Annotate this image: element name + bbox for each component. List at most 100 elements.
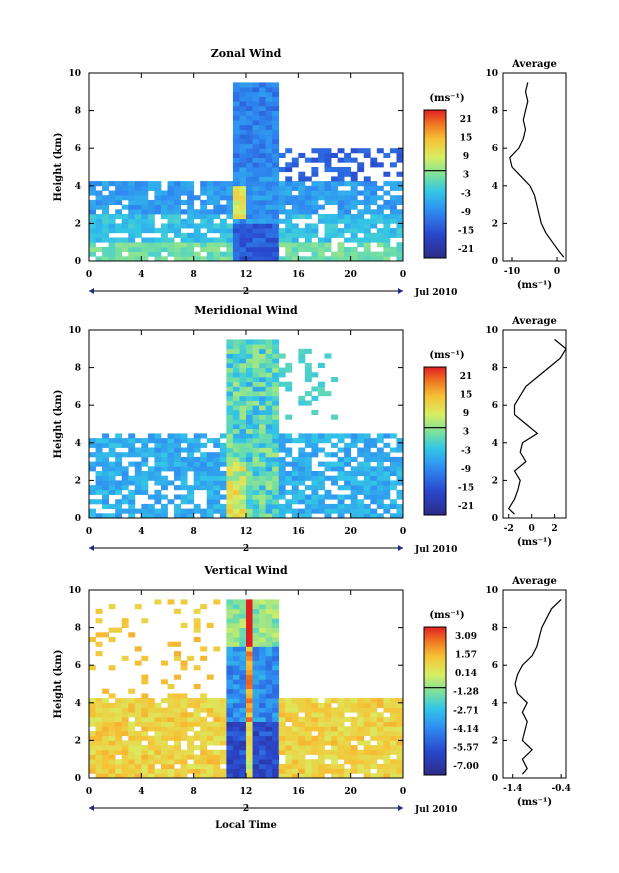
y-tick-label: 10	[68, 69, 81, 79]
colorbar-tick-label: 3	[463, 428, 469, 438]
colorbar-tick-label: -21	[458, 502, 474, 512]
colorbar	[423, 109, 447, 259]
average-frame	[502, 72, 567, 262]
y-tick-label: 2	[75, 476, 81, 486]
y-tick-label: 2	[75, 219, 81, 229]
x-tick-label: 16	[292, 527, 305, 537]
x-tick-label: 0	[86, 527, 92, 537]
date-day-label: 2	[243, 804, 249, 814]
colorbar-tick-label: 21	[460, 372, 473, 382]
average-x-tick-label: -0.4	[551, 784, 570, 794]
date-axis-start-marker	[89, 288, 94, 294]
x-tick-label: 20	[344, 787, 357, 797]
average-x-tick-label: -1.4	[503, 784, 522, 794]
x-tick-label: 4	[138, 270, 144, 280]
chart-title: Vertical Wind	[203, 564, 288, 577]
x-tick-label: 20	[344, 527, 357, 537]
colorbar-tick-label: 9	[463, 152, 469, 162]
colorbar-tick-label: -21	[458, 245, 474, 255]
colorbar	[423, 626, 447, 776]
average-y-tick-label: 4	[492, 182, 498, 192]
x-tick-label: 16	[292, 270, 305, 280]
date-axis-start-marker	[89, 805, 94, 811]
y-tick-label: 6	[75, 661, 81, 671]
colorbar-tick-label: 15	[460, 134, 473, 144]
average-title: Average	[511, 59, 557, 70]
y-tick-label: 8	[75, 107, 81, 117]
average-x-label: (ms⁻¹)	[517, 797, 552, 808]
date-axis-end-marker	[398, 288, 403, 294]
average-x-tick-label: 0	[529, 524, 535, 534]
x-tick-label: 12	[240, 270, 253, 280]
x-tick-label: 12	[240, 527, 253, 537]
colorbar-tick-label: -3	[461, 446, 471, 456]
y-tick-label: 4	[75, 182, 81, 192]
colorbar-tick-label: -15	[458, 483, 474, 493]
y-tick-label: 8	[75, 624, 81, 634]
average-x-label: (ms⁻¹)	[517, 537, 552, 548]
y-tick-label: 2	[75, 736, 81, 746]
average-y-tick-label: 2	[492, 736, 498, 746]
colorbar-tick-label: -3	[461, 189, 471, 199]
colorbar-tick-label: 21	[460, 115, 473, 125]
date-axis-end-marker	[398, 805, 403, 811]
average-y-tick-label: 0	[492, 514, 498, 524]
average-y-tick-label: 8	[492, 107, 498, 117]
colorbar-tick-label: -15	[458, 226, 474, 236]
colorbar-tick-label: -2.71	[453, 706, 479, 716]
chart-title: Meridional Wind	[194, 304, 298, 317]
y-tick-label: 10	[68, 326, 81, 336]
average-y-tick-label: 2	[492, 219, 498, 229]
colorbar-tick-label: 15	[460, 391, 473, 401]
average-y-tick-label: 10	[485, 586, 498, 596]
x-tick-label: 16	[292, 787, 305, 797]
colorbar-tick-label: -7.00	[453, 762, 479, 772]
average-y-tick-label: 10	[485, 326, 498, 336]
y-tick-label: 10	[68, 586, 81, 596]
x-tick-label: 8	[191, 787, 197, 797]
chart-title: Zonal Wind	[211, 47, 282, 60]
average-y-tick-label: 4	[492, 699, 498, 709]
y-tick-label: 6	[75, 144, 81, 154]
average-y-tick-label: 6	[492, 401, 498, 411]
date-axis-start-marker	[89, 545, 94, 551]
date-label: Jul 2010	[414, 288, 457, 298]
x-tick-label: 12	[240, 787, 253, 797]
colorbar-tick-label: 3	[463, 171, 469, 181]
average-y-tick-label: 8	[492, 624, 498, 634]
average-frame	[502, 329, 567, 519]
colorbar-unit: (ms⁻¹)	[429, 610, 464, 621]
date-axis-end-marker	[398, 545, 403, 551]
average-y-tick-label: 0	[492, 257, 498, 267]
y-tick-label: 0	[75, 774, 81, 784]
average-y-tick-label: 6	[492, 144, 498, 154]
average-title: Average	[511, 316, 557, 327]
colorbar-tick-label: -5.57	[453, 743, 479, 753]
colorbar-tick-label: 3.09	[455, 632, 477, 642]
average-y-tick-label: 6	[492, 661, 498, 671]
colorbar-tick-label: -9	[461, 465, 471, 475]
average-profile-line	[514, 598, 562, 775]
y-tick-label: 8	[75, 364, 81, 374]
average-y-tick-label: 4	[492, 439, 498, 449]
y-tick-label: 4	[75, 699, 81, 709]
date-day-label: 2	[243, 287, 249, 297]
x-tick-label: 0	[86, 270, 92, 280]
x-tick-label: 0	[400, 787, 406, 797]
average-profile-line	[507, 338, 567, 515]
colorbar-tick-label: 9	[463, 409, 469, 419]
average-y-tick-label: 8	[492, 364, 498, 374]
x-tick-label: 0	[86, 787, 92, 797]
y-axis-label: Height (km)	[53, 390, 64, 459]
average-y-tick-label: 2	[492, 476, 498, 486]
colorbar-tick-label: -4.14	[453, 725, 479, 735]
average-y-tick-label: 0	[492, 774, 498, 784]
y-axis-label: Height (km)	[53, 650, 64, 719]
x-tick-label: 8	[191, 270, 197, 280]
x-tick-label: 0	[400, 270, 406, 280]
y-tick-label: 6	[75, 401, 81, 411]
